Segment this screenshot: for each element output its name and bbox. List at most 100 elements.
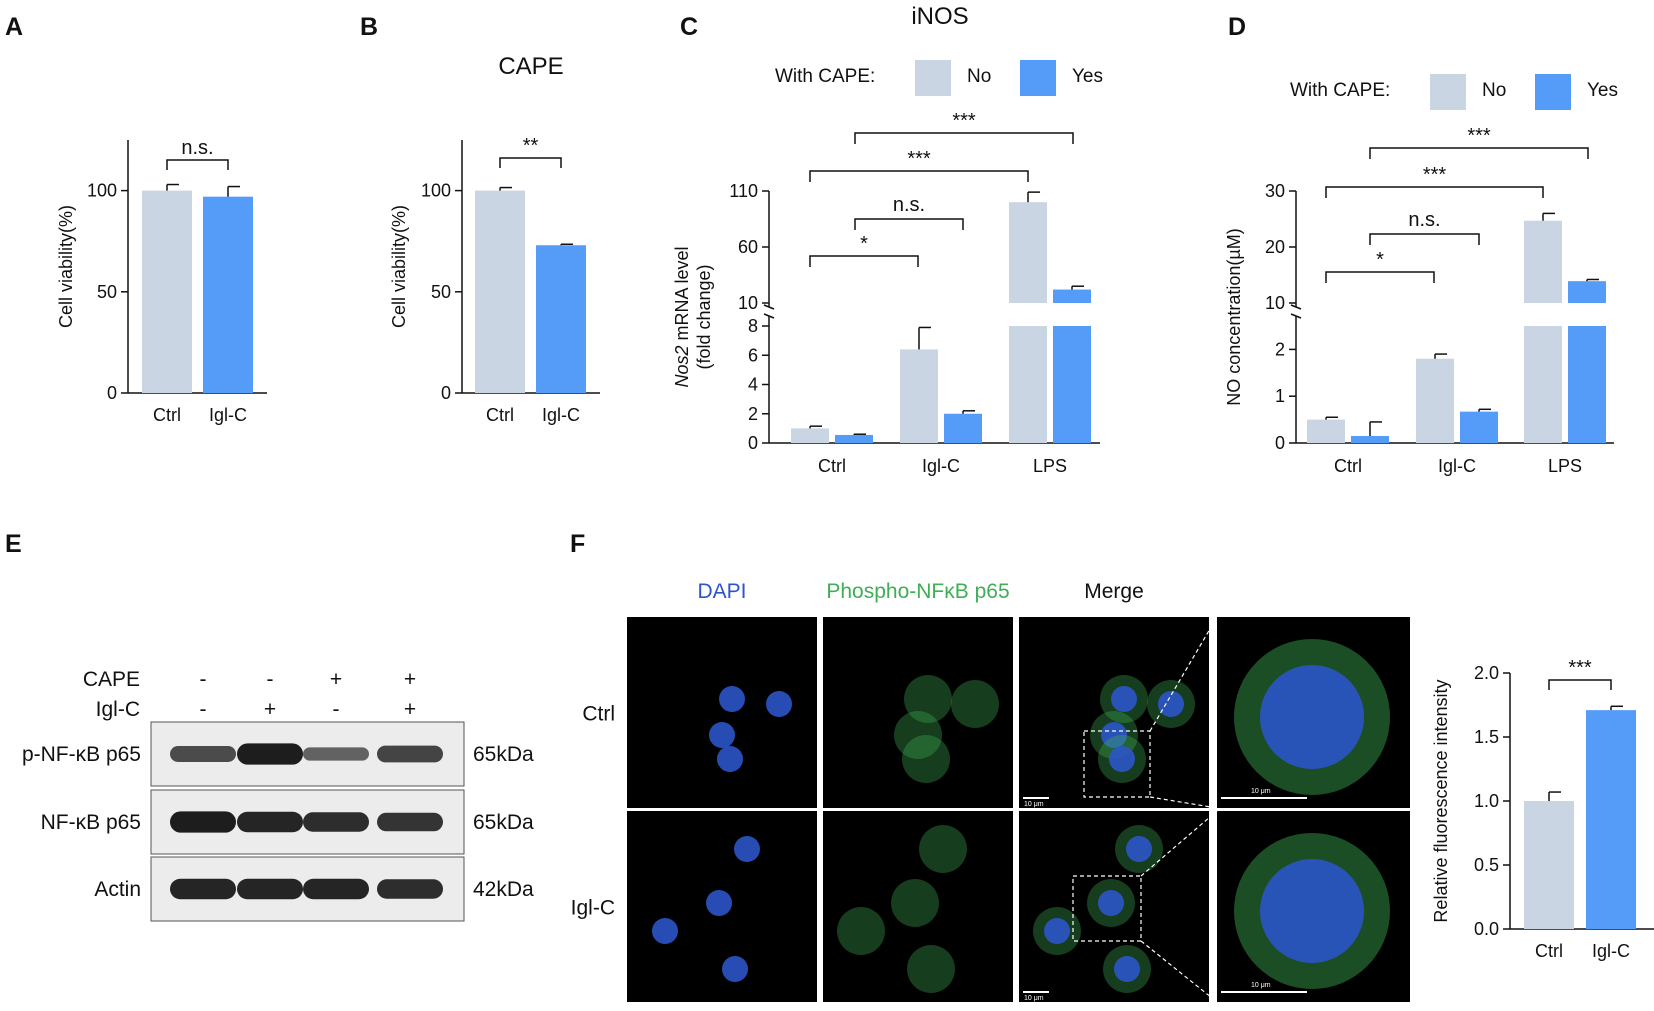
significance-bracket [1325,271,1435,283]
y-tick-label: 2 [1275,339,1285,359]
protein-label: NF-κB p65 [41,811,141,834]
significance-label: * [1376,249,1384,271]
legend-label-no: No [1482,80,1506,101]
chart-c: 0 2 4 6 8 10 60 110 Ctrl Igl-C LPS *** *** n.s. * With … [672,3,1103,476]
molecular-weight: 42kDa [473,878,534,901]
y-axis-label-2: (fold change) [694,264,714,369]
nucleus [1101,722,1127,748]
y-tick-label: 0 [107,383,117,403]
y-tick-label: 2.0 [1474,663,1499,683]
chart-b: 0 50 100 Ctrl Igl-C ** Cell viability(%) CAPE [389,53,600,425]
x-tick-label: LPS [1033,456,1067,476]
y-axis-label: Relative fluorescence intensity [1431,679,1451,922]
micrograph [823,617,1013,808]
blot-band [237,878,303,900]
y-tick-label: 0.5 [1474,855,1499,875]
bar [1586,710,1636,929]
condition-sign: - [200,668,207,691]
legend-title: With CAPE: [1290,80,1390,101]
micrograph [823,811,1013,1002]
zoom-box [1083,730,1151,798]
x-tick-label: Igl-C [1438,456,1476,476]
x-tick-label: Igl-C [1592,941,1630,961]
bar-upper [1524,220,1562,303]
y-tick-label: 1.0 [1474,791,1499,811]
nucleus [717,746,743,772]
condition-sign: + [404,668,416,691]
y-axis-label: Cell viability(%) [56,205,76,328]
channel-label: Merge [1084,580,1144,603]
x-tick-label: Ctrl [818,456,846,476]
y-axis-label: NO concentration(µM) [1224,228,1244,405]
significance-bracket [1369,147,1589,159]
scale-bar-label: 10 μm [1251,788,1271,795]
western-blot: CAPE - - + + Igl-C - + - + p-NF-κB p65 65kDa NF-κB p… [22,668,534,922]
blot-band [377,812,443,832]
panel-label-b: B [360,13,378,41]
significance-label: *** [952,110,976,132]
bar [142,190,192,393]
nucleus [709,722,735,748]
nucleus [1111,686,1137,712]
legend-label-yes: Yes [1587,80,1618,101]
condition-sign: + [330,668,342,691]
significance-bracket [166,159,229,170]
x-tick-label: LPS [1548,456,1582,476]
x-tick-label: Igl-C [542,405,580,425]
bar [475,190,525,393]
significance-bracket [1369,233,1480,245]
cytoplasm-signal [951,680,999,728]
blot-band [170,746,236,762]
x-tick-label: Igl-C [922,456,960,476]
nucleus [1109,746,1135,772]
significance-bracket [1325,186,1544,198]
scale-bar-label: 10 μm [1024,995,1044,1002]
significance-label: * [860,233,868,255]
scale-bar-label: 10 μm [1024,801,1044,808]
bar-lower [1460,411,1498,443]
blot-band [237,811,303,833]
axis-break-mark [1290,304,1302,310]
axis-break-mark [763,313,775,319]
chart-title: CAPE [498,53,563,80]
cytoplasm-signal [919,825,967,873]
cytoplasm-signal [837,907,885,955]
blot-band [237,743,303,765]
panel-label-a: A [5,13,23,41]
bar-lower [1416,358,1454,443]
legend-label-yes: Yes [1072,66,1103,87]
x-tick-label: Igl-C [209,405,247,425]
bar-lower [1524,326,1562,443]
condition-sign: + [404,698,416,721]
y-tick-label: 50 [431,282,451,302]
bar-lower [900,349,938,443]
nucleus [1044,918,1070,944]
axis-break-mark [1290,313,1302,319]
y-tick-label: 60 [738,237,758,257]
y-axis-label-gene: Nos2 [672,346,692,388]
x-tick-label: Ctrl [486,405,514,425]
nucleus [1114,956,1140,982]
cytoplasm-signal [904,675,952,723]
y-tick-label: 50 [97,282,117,302]
cytoplasm-signal [907,945,955,993]
nucleus [734,836,760,862]
y-axis-label: Cell viability(%) [389,205,409,328]
y-axis-label: Nos2 mRNA level [672,246,692,387]
cytoplasm-signal [891,879,939,927]
y-tick-label: 0 [1275,433,1285,453]
significance-bracket [854,132,1074,144]
significance-label: *** [1568,657,1592,679]
nucleus [722,956,748,982]
x-tick-label: Ctrl [153,405,181,425]
condition-sign: - [200,698,207,721]
bar-lower [835,434,873,443]
bar [1524,801,1574,929]
condition-sign: + [264,698,276,721]
x-tick-label: Ctrl [1334,456,1362,476]
zoom-guide [1149,616,1218,732]
y-tick-label: 2 [748,404,758,424]
legend-label-no: No [967,66,991,87]
significance-bracket [1548,679,1612,690]
